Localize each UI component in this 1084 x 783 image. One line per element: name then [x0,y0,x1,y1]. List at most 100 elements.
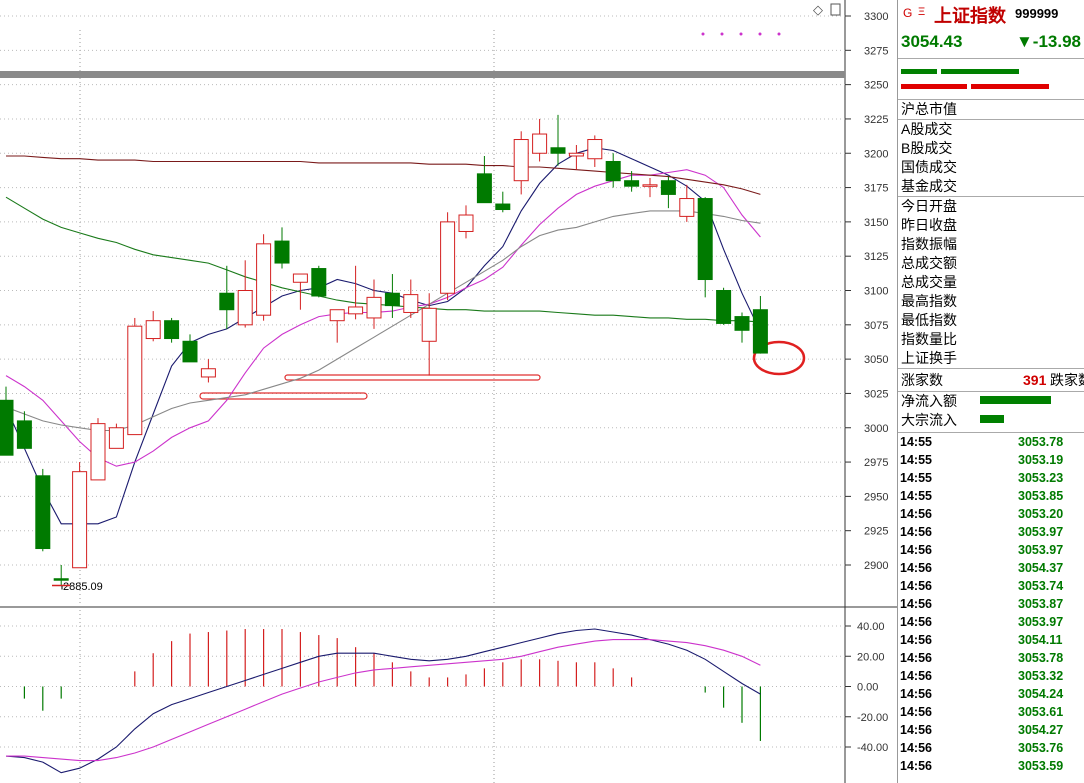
moving-average-lines [5,147,761,525]
stat-label: 昨日收盘 [901,217,957,233]
tick-time: 14:56 [900,597,932,611]
tick-time: 14:56 [900,705,932,719]
chart-overlays: ◇ [0,2,845,400]
diamond-icon[interactable]: ◇ [813,2,823,17]
candle-body [550,147,566,154]
candle-body [752,309,768,354]
down-count-label: 跌家数 [1050,372,1084,388]
candle-body [164,320,180,340]
candle-body [108,427,124,449]
stat-label: 总成交量 [901,274,957,290]
price-tick-label: 3175 [864,183,888,195]
price-tick-label: 3000 [864,423,888,435]
stat-label: A股成交 [901,121,953,137]
price-tick-label: 2900 [864,560,888,572]
block-inflow-bar [980,415,1004,423]
tick-price: 3053.97 [1018,543,1064,557]
candle-body [458,214,474,232]
up-count-value: 391 [1023,372,1047,388]
price-tick-label: 2975 [864,457,888,469]
quote-header: G Ξ 上证指数 999999 [898,0,1084,30]
tick-row: 14:56 3053.74 [898,577,1084,595]
g-flag[interactable]: G [903,6,913,20]
stat-label: 基金成交 [901,178,957,194]
candle-body [200,368,216,378]
price-tick-label: 3225 [864,114,888,126]
stat-label: 上证换手 [901,350,957,366]
price-tick-label: 3275 [864,45,888,57]
tick-price: 3054.37 [1018,561,1064,575]
tick-row: 14:56 3053.87 [898,595,1084,613]
tick-time: 14:55 [900,453,932,467]
candle-body [697,198,713,281]
candle-body [568,152,584,157]
candle-body [237,290,253,326]
tick-price: 3053.61 [1018,705,1064,719]
tick-price: 3053.59 [1018,759,1064,773]
tick-price: 3053.20 [1018,507,1064,521]
tick-price: 3053.19 [1018,453,1064,467]
candle-body [495,203,511,211]
macd-tick-label: 0.00 [857,682,878,694]
tick-time: 14:56 [900,525,932,539]
tick-row: 14:55 3053.78 [898,433,1084,451]
support-box-1 [199,392,368,400]
tick-price: 3054.24 [1018,687,1064,701]
tick-row: 14:56 3054.11 [898,631,1084,649]
stat-label: 沪总市值 [901,101,957,117]
tick-time: 14:55 [900,435,932,449]
ma-line-4 [6,155,761,195]
tick-time: 14:56 [900,759,932,773]
menu-icon[interactable]: Ξ [918,6,926,18]
stat-label: 国债成交 [901,159,957,175]
candle-body [0,399,14,456]
tick-list[interactable]: 14:55 3053.78 14:55 3053.19 14:55 3053.23 14:5… [898,432,1084,775]
market-value-group: 沪总市值 [898,100,1084,119]
candle-body [311,268,327,297]
tick-row: 14:56 3053.59 [898,757,1084,775]
tick-time: 14:56 [900,741,932,755]
tick-time: 14:56 [900,633,932,647]
low-label: 2885.09 [63,581,103,593]
red-bar-1 [901,84,967,89]
tick-price: 3053.32 [1018,669,1064,683]
tick-time: 14:55 [900,471,932,485]
stat-label: B股成交 [901,140,953,156]
price-tick-label: 3025 [864,388,888,400]
scroll-handle-icon[interactable] [830,3,841,16]
net-inflow-bar [980,396,1051,404]
tick-price: 3053.76 [1018,741,1064,755]
candle-body [348,306,364,315]
macd-tick-label: -20.00 [857,712,888,724]
macd-dea-line [6,639,761,762]
tick-time: 14:56 [900,651,932,665]
tick-time: 14:56 [900,579,932,593]
signal-dot [777,32,781,36]
tick-row: 14:56 3053.78 [898,649,1084,667]
candle-body [256,243,272,316]
candlestick-chart[interactable]: ◇ 3300 3275 3250 3225 3200 3175 3150 3125 3100 30… [0,0,897,783]
candle-body [72,471,88,569]
price-axis: 3300 3275 3250 3225 3200 3175 3150 3125 3100 3075… [845,11,888,572]
candle-body [513,139,529,182]
tick-price: 3053.74 [1018,579,1064,593]
advance-decline-row: 涨家数 391 跌家数 [898,368,1084,392]
candle-body [476,173,492,204]
tick-price: 3053.23 [1018,471,1064,485]
tick-time: 14:56 [900,543,932,557]
tick-row: 14:55 3053.85 [898,487,1084,505]
signal-dots [701,32,781,36]
low-marker: 2885.09 [52,581,103,593]
block-inflow-label: 大宗流入 [901,412,957,428]
price-tick-label: 3250 [864,80,888,92]
candle-body [403,294,419,313]
quote-panel: G Ξ 上证指数 999999 3054.43 ▼-13.98 沪总市值 A股成… [897,0,1084,783]
price-tick-label: 2925 [864,526,888,538]
signal-dot [701,32,705,36]
tick-row: 14:56 3053.76 [898,739,1084,757]
ma-line-0 [5,147,761,525]
highlight-circle [752,340,806,376]
candle-body [329,309,345,322]
price-tick-label: 3075 [864,320,888,332]
candle-body [660,180,676,195]
